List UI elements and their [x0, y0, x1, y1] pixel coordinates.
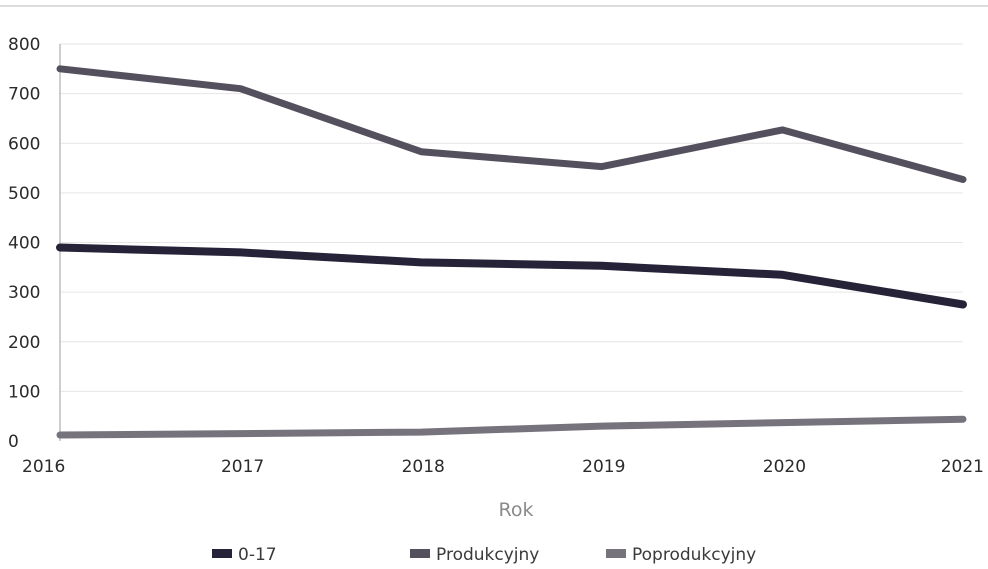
legend-swatch [212, 549, 232, 558]
legend-swatch [606, 549, 626, 558]
y-tick-label: 500 [8, 184, 40, 204]
x-tick-label: 2021 [941, 457, 984, 477]
y-tick-label: 200 [8, 333, 40, 353]
y-tick-label: 400 [8, 234, 40, 254]
y-tick-label: 600 [8, 134, 40, 154]
series-lines [56, 65, 967, 439]
x-tick-label: 2019 [582, 457, 625, 477]
legend-label: Produkcyjny [436, 545, 539, 565]
x-tick-label: 2020 [763, 457, 806, 477]
legend: 0-17 Produkcyjny Poprodukcyjny [212, 545, 756, 565]
legend-item: 0-17 [212, 545, 277, 565]
y-tick-label: 0 [8, 432, 19, 452]
gridlines [60, 43, 963, 392]
x-tick-label: 2016 [22, 457, 65, 477]
x-tick-label: 2018 [402, 457, 445, 477]
legend-item: Poprodukcyjny [606, 545, 756, 565]
y-tick-label: 700 [8, 85, 40, 105]
legend-label: Poprodukcyjny [632, 545, 756, 565]
x-axis-ticks: 2016 2017 2018 2019 2020 2021 [22, 457, 984, 477]
y-tick-label: 100 [8, 382, 40, 402]
series-line-0-17 [56, 243, 967, 309]
series-line-produkcyjny [56, 65, 967, 183]
series-line-poprodukcyjny [56, 415, 967, 439]
x-axis-title: Rok [499, 499, 534, 521]
legend-item: Produkcyjny [410, 545, 539, 565]
y-tick-label: 800 [8, 35, 40, 55]
x-tick-label: 2017 [221, 457, 264, 477]
legend-label: 0-17 [238, 545, 277, 565]
legend-swatch [410, 549, 430, 558]
y-tick-label: 300 [8, 283, 40, 303]
y-axis-ticks: 0 100 200 300 400 500 600 700 800 [8, 35, 40, 452]
